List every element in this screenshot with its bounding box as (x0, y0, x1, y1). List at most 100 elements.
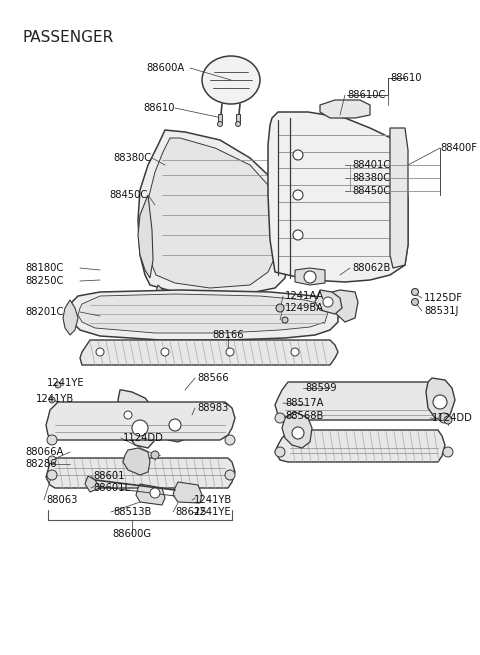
Circle shape (304, 271, 316, 283)
Circle shape (433, 395, 447, 409)
Polygon shape (282, 412, 312, 448)
Text: 88566: 88566 (197, 373, 228, 383)
Circle shape (48, 456, 56, 464)
Circle shape (443, 447, 453, 457)
Polygon shape (275, 382, 448, 420)
Polygon shape (46, 458, 235, 488)
Circle shape (323, 297, 333, 307)
Circle shape (150, 488, 160, 498)
Text: 1241YE: 1241YE (47, 378, 84, 388)
Circle shape (293, 190, 303, 200)
Text: 88517A: 88517A (285, 398, 324, 408)
Circle shape (226, 348, 234, 356)
Polygon shape (275, 430, 445, 462)
Text: 1249BA: 1249BA (285, 303, 324, 313)
Bar (236, 114, 240, 122)
Text: 88568B: 88568B (285, 411, 324, 421)
Text: 88066A: 88066A (25, 447, 63, 457)
Text: 88531J: 88531J (424, 306, 458, 316)
Circle shape (291, 348, 299, 356)
Text: 88401C: 88401C (352, 160, 390, 170)
Text: 1241AA: 1241AA (285, 291, 324, 301)
Text: 88983: 88983 (197, 403, 228, 413)
Polygon shape (147, 138, 278, 288)
Circle shape (293, 150, 303, 160)
Circle shape (225, 435, 235, 445)
Polygon shape (46, 402, 235, 440)
Circle shape (275, 447, 285, 457)
Text: 1124DD: 1124DD (123, 433, 164, 443)
Polygon shape (173, 482, 202, 503)
Text: 88180C: 88180C (25, 263, 63, 273)
Circle shape (276, 304, 284, 312)
Polygon shape (295, 268, 325, 285)
Text: PASSENGER: PASSENGER (22, 30, 113, 45)
Circle shape (439, 413, 449, 423)
Text: 88601: 88601 (93, 471, 124, 481)
Polygon shape (80, 340, 338, 365)
Polygon shape (85, 476, 100, 492)
Circle shape (132, 420, 148, 436)
Circle shape (444, 416, 452, 424)
Polygon shape (118, 390, 158, 448)
Circle shape (411, 288, 419, 295)
Polygon shape (330, 290, 358, 322)
Circle shape (47, 470, 57, 480)
Polygon shape (138, 195, 153, 278)
Polygon shape (70, 290, 338, 340)
Text: 88450C: 88450C (110, 190, 148, 200)
Circle shape (49, 397, 55, 403)
Polygon shape (138, 130, 288, 295)
Circle shape (161, 348, 169, 356)
Polygon shape (268, 112, 408, 282)
Text: 1241YE: 1241YE (194, 507, 232, 517)
Text: 1124DD: 1124DD (432, 413, 473, 423)
Polygon shape (390, 128, 408, 268)
Polygon shape (123, 448, 150, 475)
Ellipse shape (202, 56, 260, 104)
Circle shape (169, 419, 181, 431)
Text: 88450C: 88450C (352, 186, 390, 196)
Circle shape (236, 121, 240, 126)
Text: 88625: 88625 (175, 507, 206, 517)
Polygon shape (315, 290, 342, 314)
Text: 88600G: 88600G (112, 529, 152, 539)
Circle shape (292, 427, 304, 439)
Polygon shape (63, 300, 78, 335)
Circle shape (225, 470, 235, 480)
Bar (218, 114, 222, 122)
Text: 1241YB: 1241YB (194, 495, 232, 505)
Text: 88601L: 88601L (93, 483, 130, 493)
Text: 88610C: 88610C (347, 90, 385, 100)
Text: 88201C: 88201C (25, 307, 63, 317)
Circle shape (275, 413, 285, 423)
Text: 88610: 88610 (390, 73, 421, 83)
Text: 88062B: 88062B (352, 263, 390, 273)
Text: 88063: 88063 (46, 495, 77, 505)
Polygon shape (426, 378, 455, 420)
Circle shape (47, 435, 57, 445)
Text: 88513B: 88513B (113, 507, 151, 517)
Text: 1125DF: 1125DF (424, 293, 463, 303)
Circle shape (124, 411, 132, 419)
Text: 88166: 88166 (212, 330, 244, 340)
Circle shape (293, 230, 303, 240)
Polygon shape (155, 285, 165, 305)
Text: 1241YB: 1241YB (36, 394, 74, 404)
Polygon shape (320, 100, 370, 118)
Polygon shape (155, 404, 192, 442)
Text: 88599: 88599 (305, 383, 336, 393)
Circle shape (217, 121, 223, 126)
Polygon shape (78, 294, 328, 333)
Text: 88610: 88610 (144, 103, 175, 113)
Text: 88600A: 88600A (147, 63, 185, 73)
Text: 88380C: 88380C (352, 173, 390, 183)
Circle shape (55, 382, 61, 388)
Text: 88250C: 88250C (25, 276, 63, 286)
Text: 88400F: 88400F (440, 143, 477, 153)
Circle shape (96, 348, 104, 356)
Polygon shape (136, 484, 165, 505)
Circle shape (282, 317, 288, 323)
Text: 88380C: 88380C (114, 153, 152, 163)
Circle shape (151, 451, 159, 459)
